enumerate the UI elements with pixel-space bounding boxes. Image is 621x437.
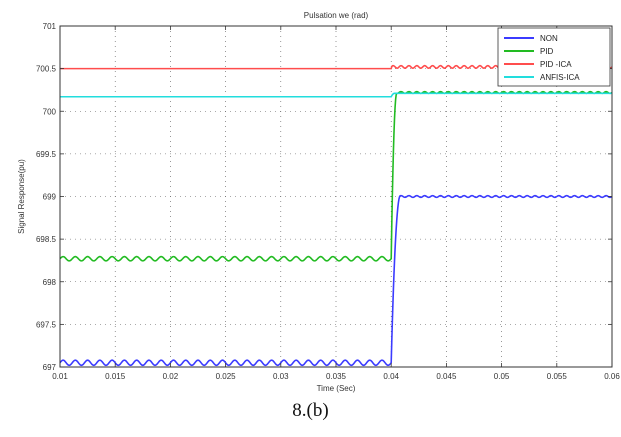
x-tick-label: 0.02: [163, 372, 179, 381]
legend-label: ANFIS-ICA: [540, 73, 580, 82]
y-tick-label: 698: [43, 278, 57, 287]
figure-caption: 8.(b): [0, 400, 621, 422]
y-tick-label: 700.5: [36, 65, 57, 74]
y-tick-label: 699.5: [36, 150, 57, 159]
legend-label: NON: [540, 34, 558, 43]
x-tick-label: 0.05: [494, 372, 510, 381]
x-tick-label: 0.06: [604, 372, 620, 381]
y-tick-label: 697.5: [36, 320, 57, 329]
x-tick-label: 0.035: [326, 372, 347, 381]
legend-label: PID: [540, 47, 554, 56]
x-tick-label: 0.03: [273, 372, 289, 381]
chart-title: Pulsation we (rad): [304, 11, 369, 20]
y-axis-label: Signal Response(pu): [17, 159, 26, 234]
x-tick-label: 0.045: [436, 372, 457, 381]
legend-label: PID -ICA: [540, 60, 572, 69]
y-tick-label: 701: [43, 22, 57, 31]
y-tick-label: 698.5: [36, 235, 57, 244]
x-tick-label: 0.015: [105, 372, 126, 381]
x-tick-label: 0.01: [52, 372, 68, 381]
x-tick-label: 0.055: [547, 372, 568, 381]
y-tick-label: 700: [43, 107, 57, 116]
x-tick-label: 0.04: [383, 372, 399, 381]
x-tick-label: 0.025: [216, 372, 237, 381]
x-axis-label: Time (Sec): [317, 384, 356, 393]
y-tick-label: 697: [43, 363, 57, 372]
y-tick-label: 699: [43, 193, 57, 202]
